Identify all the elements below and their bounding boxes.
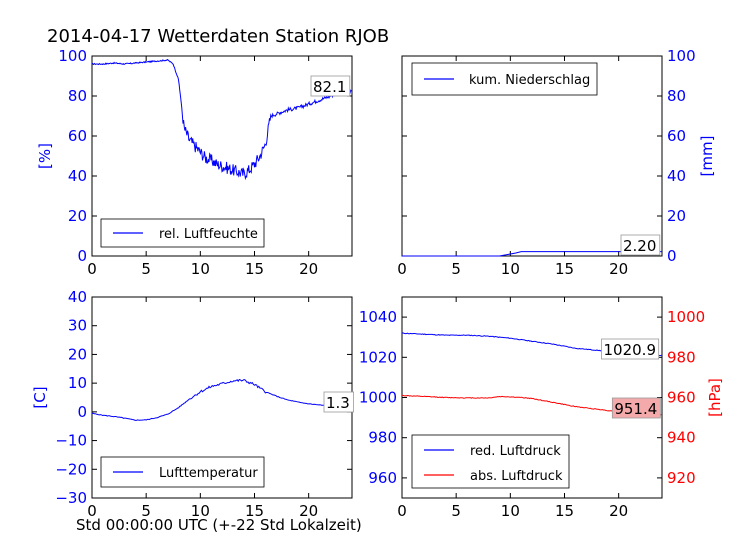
last-value-label-red: 1020.9 (604, 341, 657, 359)
x-tick-label: 15 (555, 260, 574, 278)
x-tick-label: 10 (191, 260, 210, 278)
x-tick-label: 20 (299, 502, 318, 520)
y-tick-label: 0 (77, 247, 87, 265)
y-tick-label: 40 (68, 167, 87, 185)
y-tick-label: 0 (667, 247, 677, 265)
y-tick-label: 980 (368, 429, 397, 447)
y-tick-label: 60 (68, 127, 87, 145)
y-tick-label: 20 (68, 207, 87, 225)
x-tick-label: 15 (245, 260, 264, 278)
x-tick-label: 5 (141, 502, 151, 520)
y-tick-label: 100 (58, 47, 87, 65)
y-tick-label: 100 (667, 47, 696, 65)
x-tick-label: 0 (87, 502, 97, 520)
y-tick-label: 1040 (359, 308, 397, 326)
y2-tick-label: 980 (667, 348, 696, 366)
x-tick-label: 20 (299, 260, 318, 278)
y2-tick-label: 940 (667, 429, 696, 447)
x-tick-label: 5 (451, 502, 461, 520)
y-axis-label: [hPa] (706, 378, 724, 417)
y-tick-label: 40 (667, 167, 686, 185)
y-tick-label: 30 (68, 317, 87, 335)
y-tick-label: 960 (368, 469, 397, 487)
x-axis-label: Std 00:00:00 UTC (+-22 Std Lokalzeit) (76, 516, 362, 534)
last-value-label: 2.20 (623, 237, 656, 255)
x-tick-label: 0 (87, 260, 97, 278)
series-line-rel-luftfeuchte (92, 58, 353, 181)
last-value-label: 82.1 (313, 78, 346, 96)
y-axis-label: [mm] (698, 136, 716, 177)
x-tick-label: 5 (451, 260, 461, 278)
chart-title: 2014-04-17 Wetterdaten Station RJOB (47, 26, 390, 47)
y-tick-label: 80 (667, 87, 686, 105)
y-tick-label: 40 (68, 288, 87, 306)
last-value-label-box (620, 234, 661, 256)
x-tick-label: 15 (555, 502, 574, 520)
y-tick-label: −30 (55, 489, 87, 507)
x-tick-label: 20 (609, 260, 628, 278)
last-value-label-abs: 951.4 (614, 400, 657, 418)
y2-tick-label: 920 (667, 469, 696, 487)
legend-label: Lufttemperatur (159, 466, 258, 481)
series-line-lufttemperatur (91, 378, 353, 421)
last-value-label-red-box (601, 338, 660, 360)
legend-label: abs. Luftdruck (470, 469, 563, 484)
x-tick-label: 0 (397, 260, 407, 278)
legend-label: kum. Niederschlag (469, 73, 590, 88)
y-tick-label: 10 (68, 374, 87, 392)
last-value-label-box (310, 75, 351, 97)
last-value-label-abs-box (611, 397, 661, 419)
y-axis-label: [%] (36, 143, 54, 169)
y-tick-label: 20 (68, 345, 87, 363)
y-tick-label: 60 (667, 127, 686, 145)
y2-tick-label: 1000 (667, 308, 705, 326)
last-value-label-box (323, 391, 355, 413)
y-tick-label: 0 (77, 403, 87, 421)
legend-label: rel. Luftfeuchte (159, 227, 258, 242)
plot-frame-1 (91, 55, 353, 257)
x-tick-label: 0 (397, 502, 407, 520)
x-tick-label: 10 (501, 260, 520, 278)
legend-box (411, 434, 570, 489)
legend-label: red. Luftdruck (470, 444, 561, 459)
x-tick-label: 20 (609, 502, 628, 520)
y-tick-label: 1020 (359, 348, 397, 366)
x-tick-label: 10 (501, 502, 520, 520)
y-tick-label: 20 (667, 207, 686, 225)
y-tick-label: 1000 (359, 389, 397, 407)
plot-frame-2 (401, 55, 663, 257)
y-tick-label: 80 (68, 87, 87, 105)
y-axis-label: [C] (31, 386, 49, 408)
y-tick-label: −20 (55, 460, 87, 478)
y-tick-label: −10 (55, 432, 87, 450)
x-tick-label: 15 (245, 502, 264, 520)
series-line-kum-niederschlag (402, 251, 662, 257)
x-tick-label: 5 (141, 260, 151, 278)
last-value-label: 1.3 (326, 394, 350, 412)
y2-tick-label: 960 (667, 389, 696, 407)
x-tick-label: 10 (191, 502, 210, 520)
